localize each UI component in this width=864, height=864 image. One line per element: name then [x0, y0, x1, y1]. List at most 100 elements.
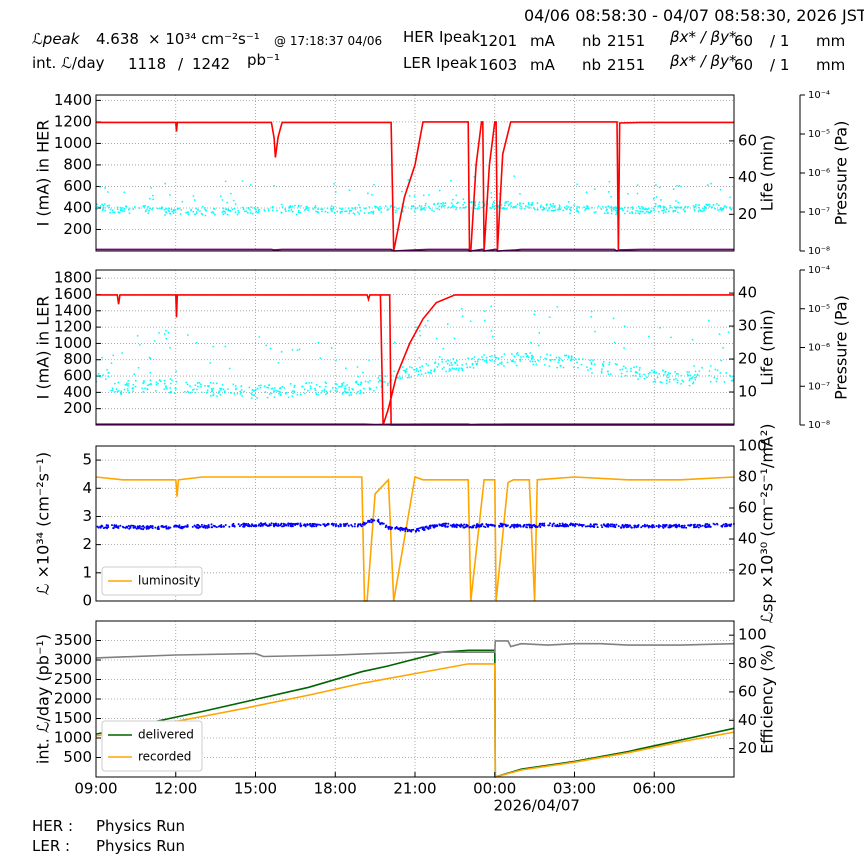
ler-lifetime-point	[629, 370, 632, 373]
her-lifetime-point	[562, 209, 565, 212]
ler-lifetime-point	[667, 371, 670, 374]
her-lifetime-point	[586, 205, 589, 208]
lumi-specific-point	[285, 524, 288, 527]
lumi-specific-point	[478, 525, 481, 528]
her-lifetime-point	[520, 207, 523, 210]
ler-lifetime-point	[469, 366, 471, 369]
ler-lifetime-point	[240, 389, 243, 391]
her-lifetime-point	[267, 208, 270, 211]
her-lifetime-point	[570, 206, 573, 209]
ler-lifetime-point	[515, 353, 518, 355]
ler-lifetime-point	[296, 394, 299, 396]
lumi-specific-point	[549, 522, 552, 525]
ler-lifetime-point	[164, 386, 167, 389]
ler-lifetime-point	[520, 356, 522, 358]
ler-lifetime-point	[303, 388, 306, 391]
lumi-specific-point	[730, 523, 733, 526]
ler-lifetime-point	[446, 323, 449, 326]
ler-lifetime-point	[132, 386, 135, 389]
her-lifetime-point	[221, 211, 224, 214]
lumi-specific-point	[603, 524, 606, 527]
lumi-specific-point	[217, 525, 220, 528]
ler-lifetime-point	[410, 376, 413, 378]
ler-y3tick-label: 10⁻⁵	[808, 304, 830, 315]
lumi-specific-point	[248, 525, 251, 528]
ler-lifetime-point	[489, 355, 491, 358]
her-lifetime-point	[142, 205, 145, 207]
ler-lifetime-point	[334, 382, 337, 385]
her-lifetime-point	[422, 194, 425, 197]
her-lifetime-point	[554, 204, 556, 207]
ler-lifetime-point	[267, 384, 270, 387]
ler-lifetime-point	[137, 366, 140, 369]
her-lifetime-point	[213, 207, 215, 210]
lumi-specific-point	[432, 525, 435, 528]
her-lifetime-point	[708, 205, 711, 208]
ler-lifetime-point	[377, 380, 380, 383]
lumi-specific-point	[385, 525, 388, 528]
intlumi-xtick-label: 18:00	[314, 780, 357, 798]
ler-lifetime-point	[448, 368, 451, 370]
her-lifetime-point	[246, 211, 249, 214]
her-lifetime-point	[144, 210, 147, 212]
lumi-specific-point	[516, 523, 519, 526]
ler-lifetime-point	[258, 384, 260, 387]
ler-lifetime-point	[190, 391, 192, 394]
ler-lifetime-point	[639, 366, 641, 369]
ler-lifetime-point	[143, 380, 145, 382]
her-y3label: Pressure (Pa)	[832, 121, 851, 226]
ler-lifetime-point	[720, 359, 723, 362]
her-lifetime-point	[354, 206, 357, 209]
intlumi-xtick-label: 00:00	[473, 780, 516, 798]
ler-lifetime-point	[185, 381, 188, 384]
her-y3tick-label: 10⁻⁶	[808, 168, 830, 179]
her-lifetime-point	[678, 184, 681, 187]
her-lifetime-point	[649, 211, 651, 214]
lumi-specific-point	[473, 524, 476, 527]
lumi-specific-point	[581, 525, 584, 528]
intlumi-efficiency-line	[95, 640, 735, 659]
her-lifetime-point	[357, 203, 360, 206]
ler-lifetime-point	[355, 392, 358, 395]
lumi-specific-point	[363, 523, 366, 526]
her-lifetime-point	[658, 186, 661, 189]
ler-lifetime-point	[199, 383, 202, 386]
her-lifetime-point	[204, 208, 206, 211]
lumi-specific-point	[122, 526, 125, 529]
her-y2tick-label: 40	[738, 168, 757, 186]
ler-lifetime-point	[127, 384, 129, 387]
ler-lifetime-point	[279, 394, 282, 397]
her-lifetime-point	[438, 205, 441, 208]
lumi-specific-point	[133, 525, 136, 528]
her-lifetime-point	[109, 211, 111, 214]
lumi-specific-point	[113, 524, 116, 527]
her-lifetime-point	[676, 211, 679, 214]
ler-lifetime-point	[580, 363, 583, 366]
lumi-specific-point	[498, 525, 501, 528]
ler-lifetime-point	[325, 382, 328, 385]
lumi-specific-point	[608, 524, 611, 527]
ler-lifetime-point	[577, 358, 580, 360]
ler-lifetime-point	[267, 386, 270, 389]
ler-lifetime-point	[471, 362, 474, 365]
her-lifetime-point	[653, 209, 655, 212]
ler-lifetime-point	[483, 319, 486, 322]
her-lifetime-point	[623, 212, 626, 215]
her-lifetime-point	[348, 210, 351, 213]
her-lifetime-point	[552, 202, 555, 205]
ler-lifetime-point	[133, 373, 136, 376]
lumi-specific-point	[640, 526, 643, 529]
her-lifetime-point	[238, 211, 240, 214]
ler-lifetime-point	[408, 366, 411, 368]
her-frame	[95, 94, 735, 252]
her-lifetime-point	[413, 195, 416, 198]
her-lifetime-point	[242, 208, 245, 211]
ler-lifetime-point	[458, 367, 460, 370]
her-lifetime-point	[492, 205, 494, 208]
ler-lifetime-point	[456, 364, 459, 367]
her-lifetime-point	[378, 205, 381, 208]
ler-lifetime-point	[216, 395, 218, 398]
lumi-specific-point	[564, 523, 567, 526]
ler-lifetime-point	[334, 359, 337, 362]
her-lifetime-point	[128, 212, 131, 215]
